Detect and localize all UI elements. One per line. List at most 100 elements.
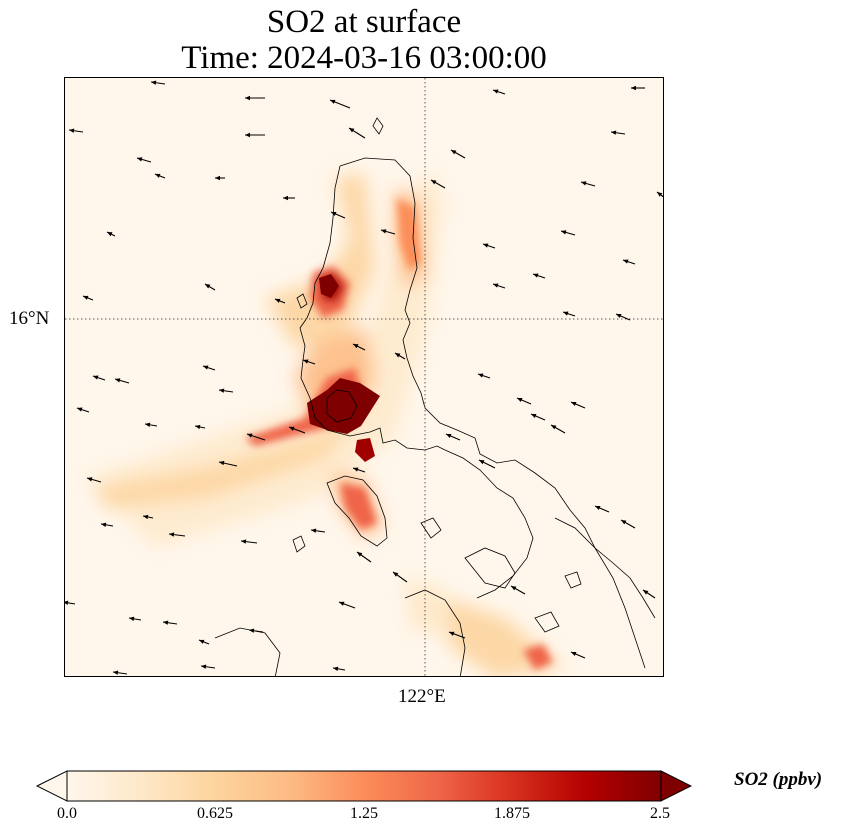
- coastline-island-north: [372, 117, 384, 135]
- colorbar-tick-0: 0.0: [57, 805, 77, 822]
- core-max-small: [355, 438, 375, 462]
- coastline-panay: [214, 627, 281, 676]
- coastline-negros: [404, 589, 466, 676]
- coastline-luzon: [339, 157, 656, 619]
- wind-vector-head-22: [623, 259, 629, 264]
- wind-vector-head-33: [115, 378, 121, 383]
- wind-vector-head-10: [137, 157, 143, 162]
- wind-vector-head-24: [205, 284, 211, 289]
- so2-max-core: [307, 274, 380, 462]
- longitude-tick-label: 122°E: [398, 686, 446, 707]
- latitude-tick-label: 16°N: [9, 308, 50, 329]
- wind-vector-head-62: [511, 586, 517, 591]
- wind-vector-head-19: [381, 229, 387, 234]
- wind-vector-head-0: [151, 80, 157, 85]
- wind-vector-head-15: [581, 181, 587, 186]
- wind-vector-head-43: [247, 433, 253, 438]
- wind-vector-head-66: [163, 620, 169, 625]
- wind-vector-head-70: [449, 631, 455, 636]
- colorbar-extend-high: [660, 770, 692, 802]
- wind-vector-head-40: [77, 407, 83, 412]
- wind-vector-head-37: [478, 373, 484, 378]
- wind-vector-head-29: [616, 313, 622, 318]
- coastline-samar-leyte: [554, 517, 646, 669]
- wind-vector-head-54: [101, 522, 107, 527]
- core-max-north: [319, 274, 339, 298]
- colorbar-tick-1: 0.625: [197, 805, 233, 822]
- wind-vector-64: [65, 601, 76, 605]
- wind-vector-head-48: [87, 477, 93, 482]
- wind-vector-head-49: [219, 460, 225, 466]
- wind-vector-head-65: [129, 616, 135, 621]
- wind-vector-head-13: [283, 195, 288, 201]
- wind-vector-head-30: [353, 344, 359, 349]
- wind-vector-head-26: [493, 283, 499, 288]
- wind-vector-head-51: [479, 460, 485, 465]
- wind-vector-head-21: [561, 230, 567, 235]
- wind-vector-head-56: [169, 532, 175, 537]
- wind-vector-head-36: [303, 359, 309, 364]
- wind-vector-head-6: [245, 132, 250, 138]
- wind-vector-head-35: [219, 388, 225, 393]
- wind-vector-head-47: [551, 425, 557, 430]
- wind-vector-head-67: [249, 628, 255, 633]
- so2-map: [65, 78, 663, 676]
- wind-vector-head-63: [643, 590, 649, 595]
- wind-vector-head-39: [571, 401, 577, 406]
- wind-vector-head-38: [517, 397, 523, 402]
- wind-vector-head-27: [533, 273, 539, 278]
- wind-vector-head-61: [339, 601, 345, 606]
- wind-vector-head-25: [275, 298, 281, 303]
- gridlines: [65, 78, 663, 676]
- core-southeast: [523, 644, 553, 670]
- wind-vector-head-12: [215, 175, 220, 181]
- wind-vector-head-2: [330, 99, 336, 104]
- wind-vector-head-20: [483, 243, 489, 248]
- chart-title: SO2 at surface: [266, 4, 462, 40]
- wind-vector-head-14: [431, 180, 437, 185]
- wind-vector-head-42: [195, 424, 201, 430]
- wind-vector-head-18: [331, 211, 337, 216]
- map-panel: [64, 77, 664, 677]
- plume-background-haze: [85, 168, 445, 548]
- coastline-island-small-3: [296, 293, 308, 309]
- wind-vector-head-50: [353, 467, 359, 472]
- colorbar: [36, 770, 692, 802]
- wind-vector-head-46: [531, 413, 537, 418]
- wind-vector-head-8: [451, 150, 457, 155]
- core-mindoro: [340, 483, 377, 530]
- wind-vector-head-73: [199, 639, 205, 644]
- plume-northern-luzon: [265, 173, 375, 348]
- wind-vector-head-52: [595, 505, 601, 510]
- colorbar-tick-4: 2.5: [650, 805, 670, 822]
- wind-vector-head-4: [631, 85, 636, 91]
- coastline-luzon-west: [299, 165, 446, 451]
- wind-vector-head-60: [393, 572, 399, 577]
- wind-vector-head-72: [113, 670, 119, 675]
- wind-vector-head-7: [349, 128, 355, 133]
- coastline-island-small-4: [564, 571, 582, 589]
- wind-vector-head-44: [289, 426, 295, 431]
- wind-vector-head-11: [155, 173, 161, 178]
- wind-vector-head-59: [357, 552, 363, 557]
- wind-vector-head-57: [241, 539, 247, 544]
- wind-vector-head-23: [83, 295, 89, 300]
- wind-vector-head-17: [107, 232, 113, 237]
- wind-vector-head-58: [311, 528, 317, 533]
- wind-vector-head-31: [395, 353, 401, 358]
- chart-subtitle-time: Time: 2024-03-16 03:00:00: [181, 40, 547, 76]
- wind-vector-head-32: [93, 375, 99, 380]
- coastline-manila-bay: [326, 389, 358, 423]
- wind-vector-head-55: [143, 514, 149, 520]
- coastline-island-small-5: [534, 611, 560, 633]
- coastline-masbate: [464, 547, 516, 589]
- wind-vector-head-45: [446, 433, 452, 438]
- coastline-island-small-1: [292, 535, 306, 553]
- wind-vector-head-28: [563, 311, 569, 316]
- colorbar-gradient: [66, 770, 662, 802]
- wind-vector-head-41: [145, 422, 151, 427]
- core-max-central-luzon: [307, 378, 380, 434]
- coastline-bicol: [444, 449, 534, 599]
- colorbar-tick-2: 1.25: [350, 805, 378, 822]
- wind-vector-head-69: [333, 666, 339, 671]
